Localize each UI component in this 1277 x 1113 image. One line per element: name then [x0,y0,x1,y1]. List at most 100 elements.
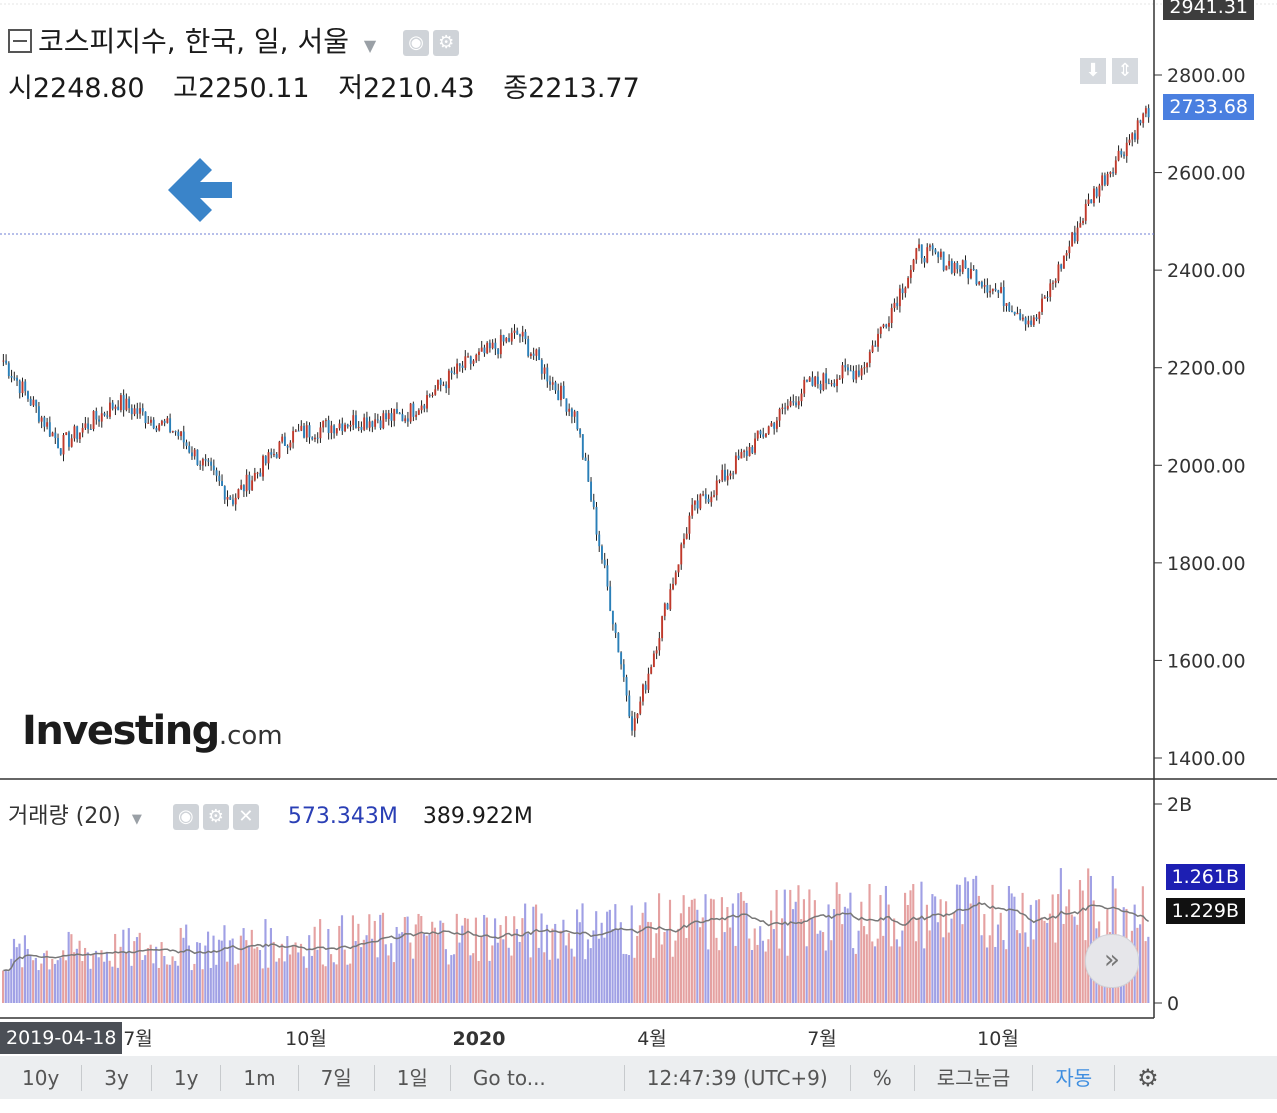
chevron-down-icon[interactable]: ▼ [131,812,142,827]
gear-icon[interactable]: ⚙ [1137,1063,1159,1092]
candle-body [81,427,84,433]
range-1d-button[interactable]: 1일 [375,1064,451,1091]
volume-bar [37,970,40,1003]
candle-body [784,407,787,409]
volume-bar [1010,893,1013,1003]
range-1y-button[interactable]: 1y [152,1064,222,1091]
volume-bar [146,948,149,1003]
candle-body [961,260,964,272]
volume-bar [130,965,133,1003]
candle-body [1131,133,1134,140]
candle-body [415,414,418,417]
volume-bar [545,924,549,1003]
volume-bar [679,913,682,1003]
percent-button[interactable]: % [851,1064,915,1091]
volume-bar [472,953,475,1003]
volume-bar [660,944,663,1003]
candle-body [595,506,598,535]
download-icon[interactable]: ⬇ [1080,58,1106,84]
volume-bar [447,964,450,1003]
eye-icon[interactable]: ◉ [172,804,199,830]
volume-bar [420,916,423,1003]
time-tick-label: 7월 [123,1028,153,1050]
volume-title[interactable]: 거래량 (20) [8,804,121,829]
auto-scale-button[interactable]: 자동 [1033,1064,1116,1091]
range-3y-button[interactable]: 3y [82,1064,152,1091]
range-1m-button[interactable]: 1m [221,1064,299,1091]
candle-body [7,363,10,377]
volume-bar [750,950,754,1003]
log-scale-button[interactable]: 로그눈금 [915,1064,1034,1091]
volume-bar [332,962,335,1003]
volume-bar [4,969,7,1003]
close-icon[interactable]: ✕ [232,804,259,830]
volume-bar [338,925,341,1003]
volume-bar [975,875,978,1003]
candle-body [294,430,297,432]
candle-body [423,405,426,409]
volume-bar [2,970,5,1003]
candle-body [1144,108,1147,114]
candle-body [182,431,185,443]
candle-body [754,438,756,453]
volume-bar [78,940,81,1003]
gear-icon[interactable]: ⚙ [202,804,229,830]
volume-bar [983,914,986,1003]
candle-body [106,415,109,417]
candle-body [469,356,472,364]
candle-body [822,373,825,390]
volume-bar [761,940,764,1003]
volume-bar [772,929,775,1003]
chart-canvas[interactable]: 1400.00 1600.00 1800.00 2000.00 2200.00 2400.… [0,0,1277,1056]
candle-body [278,441,281,458]
eye-icon[interactable]: ◉ [403,30,430,56]
volume-bar [808,889,811,1003]
candle-body [150,419,152,423]
candle-body [174,431,177,433]
volume-bar [212,935,215,1003]
candle-body [1147,108,1150,118]
expand-icon[interactable]: ⇕ [1112,58,1138,84]
candle-body [73,426,76,439]
chevron-down-icon[interactable]: ▼ [363,36,377,55]
candle-body [70,438,73,447]
candle-body [417,410,420,415]
candle-body [674,572,677,584]
candle-body [669,589,672,610]
volume-bar [62,950,65,1003]
time-tick-label: 4월 [637,1028,667,1050]
goto-button[interactable]: Go to... [451,1064,625,1091]
candle-body [13,377,16,379]
volume-bar [176,965,180,1003]
candle-body [877,333,879,347]
volume-bar [1021,892,1024,1003]
candle-body [341,423,344,432]
close-label: 종 [503,73,529,104]
range-7d-button[interactable]: 7일 [299,1064,375,1091]
volume-bar [201,969,204,1003]
volume-bar [846,908,849,1003]
candle-body [991,288,994,292]
candle-body [35,399,38,407]
arrow-left-icon[interactable] [168,158,232,222]
candle-body [702,494,705,496]
volume-bar [406,916,409,1003]
candle-body [270,452,273,455]
chart-title[interactable]: 코스피지수, 한국, 일, 서울 [38,25,350,58]
range-10y-button[interactable]: 10y [0,1064,83,1091]
volume-bar [649,922,652,1003]
candle-body [849,370,852,372]
minus-square-icon[interactable] [8,29,32,53]
candle-body [642,684,644,702]
scroll-to-end-button[interactable]: » [1085,934,1139,988]
volume-bar [278,958,281,1003]
volume-bar [838,893,841,1003]
candle-body [587,460,590,482]
volume-bar [384,944,387,1003]
candle-body [860,368,863,376]
gear-icon[interactable]: ⚙ [433,30,460,56]
candle-body [308,425,311,438]
volume-bar [179,927,182,1003]
candle-body [488,342,491,349]
volume-bar [584,959,587,1003]
